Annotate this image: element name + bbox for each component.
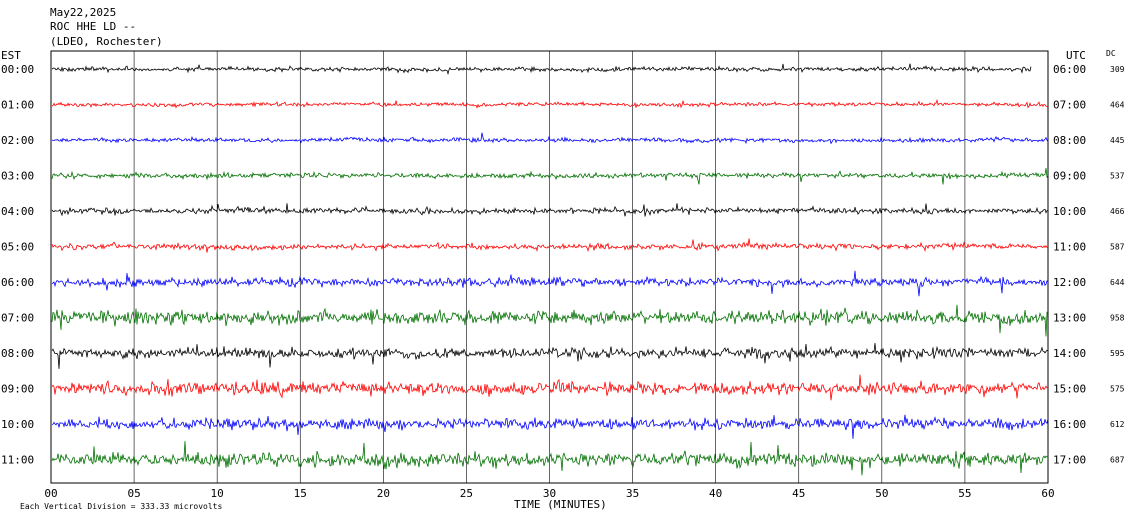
seismic-trace xyxy=(51,374,1048,401)
x-tick-label: 30 xyxy=(543,487,556,500)
x-tick-label: 55 xyxy=(958,487,971,500)
utc-hour-label: 12:00 xyxy=(1053,276,1086,289)
x-tick-labels: 00 05 10 15 20 25 30 35 40 45 50 55 60 xyxy=(44,487,1054,500)
est-hour-label: 05:00 xyxy=(1,241,34,254)
est-hour-label: 11:00 xyxy=(1,454,34,467)
x-tick-label: 25 xyxy=(460,487,473,500)
utc-hour-label: 08:00 xyxy=(1053,134,1086,147)
x-tick-label: 00 xyxy=(44,487,57,500)
seismic-trace xyxy=(51,343,1049,369)
seismic-trace xyxy=(51,203,1049,217)
est-hour-label: 09:00 xyxy=(1,383,34,396)
x-tick-label: 05 xyxy=(127,487,140,500)
est-hour-label: 07:00 xyxy=(1,312,34,325)
dc-value-label: 958 xyxy=(1110,314,1125,323)
dc-value-label: 644 xyxy=(1110,278,1125,287)
dc-value-label: 537 xyxy=(1110,172,1125,181)
dc-value-label: 587 xyxy=(1110,243,1125,252)
utc-hour-label: 15:00 xyxy=(1053,383,1086,396)
dc-value-label: 464 xyxy=(1110,101,1125,110)
chart-title-network: (LDEO, Rochester) xyxy=(50,35,163,48)
trace-layer xyxy=(51,63,1049,476)
est-hour-label: 03:00 xyxy=(1,170,34,183)
utc-hour-label: 09:00 xyxy=(1053,170,1086,183)
utc-axis-label: UTC xyxy=(1066,49,1086,62)
scale-note: Each Vertical Division = 333.33 microvol… xyxy=(20,502,222,511)
est-hour-label: 02:00 xyxy=(1,134,34,147)
x-axis-label: TIME (MINUTES) xyxy=(514,498,607,511)
dc-value-label: 466 xyxy=(1110,207,1125,216)
seismic-trace xyxy=(51,270,1049,297)
x-tick-label: 60 xyxy=(1041,487,1054,500)
seismic-trace xyxy=(51,132,1049,145)
x-tick-label: 10 xyxy=(211,487,224,500)
est-hour-label: 01:00 xyxy=(1,99,34,112)
utc-hour-label: 17:00 xyxy=(1053,454,1086,467)
seismic-trace xyxy=(51,238,1049,253)
vertical-grid xyxy=(50,51,1049,483)
dc-value-label: 575 xyxy=(1110,385,1125,394)
dc-value-labels: 309 464 445 537 466 587 644 958 595 575 612 687 xyxy=(1110,65,1125,465)
x-tick-label: 15 xyxy=(294,487,307,500)
est-hour-label: 06:00 xyxy=(1,276,34,289)
utc-hour-label: 10:00 xyxy=(1053,205,1086,218)
utc-hour-label: 07:00 xyxy=(1053,99,1086,112)
est-hour-label: 00:00 xyxy=(1,63,34,76)
est-hour-label: 10:00 xyxy=(1,418,34,431)
est-axis-label: EST xyxy=(1,49,21,62)
dc-value-label: 687 xyxy=(1110,456,1125,465)
utc-hour-label: 14:00 xyxy=(1053,347,1086,360)
chart-title-date: May22,2025 xyxy=(50,6,116,19)
est-hour-labels: 00:00 01:00 02:00 03:00 04:00 05:00 06:00 07:00… xyxy=(1,63,34,467)
x-tick-label: 50 xyxy=(875,487,888,500)
x-tick-label: 45 xyxy=(792,487,805,500)
seismic-trace xyxy=(51,98,1049,109)
seismic-trace xyxy=(51,63,1032,76)
utc-hour-labels: 06:00 07:00 08:00 09:00 10:00 11:00 12:00 13:00… xyxy=(1053,63,1086,467)
chart-title-station: ROC HHE LD -- xyxy=(50,20,136,33)
seismic-trace xyxy=(51,441,1049,476)
seismic-trace xyxy=(51,167,1049,185)
est-hour-label: 04:00 xyxy=(1,205,34,218)
dc-value-label: 445 xyxy=(1110,136,1125,145)
x-tick-label: 35 xyxy=(626,487,639,500)
dc-value-label: 612 xyxy=(1110,420,1125,429)
utc-hour-label: 13:00 xyxy=(1053,312,1086,325)
x-tick-label: 20 xyxy=(377,487,390,500)
utc-hour-label: 16:00 xyxy=(1053,418,1086,431)
x-tick-label: 40 xyxy=(709,487,722,500)
est-hour-label: 08:00 xyxy=(1,347,34,360)
seismic-trace xyxy=(51,304,1048,337)
utc-hour-label: 11:00 xyxy=(1053,241,1086,254)
seismic-trace xyxy=(51,414,1049,439)
dc-value-label: 595 xyxy=(1110,349,1125,358)
dc-axis-label: DC xyxy=(1106,49,1116,58)
utc-hour-label: 06:00 xyxy=(1053,63,1086,76)
dc-value-label: 309 xyxy=(1110,65,1125,74)
